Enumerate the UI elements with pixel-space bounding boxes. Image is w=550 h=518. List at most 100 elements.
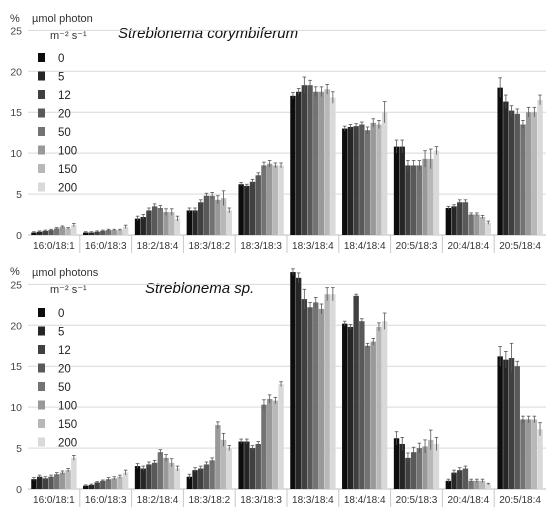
bar	[393, 146, 400, 235]
bar	[198, 202, 204, 235]
y-tick-label: 0	[16, 230, 22, 242]
bar	[65, 470, 71, 489]
bar	[318, 91, 325, 235]
bar	[324, 89, 330, 235]
legend-swatch	[38, 345, 45, 354]
bar	[169, 462, 175, 489]
bar	[83, 485, 89, 489]
bar	[134, 218, 141, 235]
x-tick-label: 18:2/18:4	[137, 495, 179, 506]
x-tick-label: 16:0/18:3	[85, 495, 127, 506]
bar	[416, 448, 423, 489]
chart-title: Streblonema sp.	[145, 280, 254, 297]
bar	[399, 443, 405, 489]
bar	[381, 321, 388, 489]
x-tick-label: 20:5/18:4	[499, 241, 541, 252]
y-tick-label: 20	[10, 66, 22, 78]
y-tick-label: 25	[10, 25, 22, 37]
bar	[353, 295, 359, 489]
bar	[364, 345, 371, 489]
bar	[295, 277, 302, 489]
bar	[54, 474, 60, 489]
bar	[410, 452, 417, 489]
bar	[393, 438, 400, 489]
y-tick-label: 10	[10, 148, 22, 160]
bar	[186, 210, 193, 235]
legend-swatch	[38, 108, 45, 118]
legend-label: 5	[58, 72, 64, 84]
legend-title-line2: m⁻² s⁻¹	[50, 30, 87, 42]
bar	[278, 384, 284, 489]
x-tick-label: 18:3/18:3	[240, 241, 282, 252]
bar	[220, 198, 227, 235]
bar	[520, 419, 526, 489]
bar	[422, 446, 428, 489]
legend-label: 0	[58, 308, 64, 320]
bar	[364, 130, 371, 235]
bar	[203, 195, 210, 235]
bar	[370, 341, 376, 489]
bar	[376, 326, 382, 489]
bar	[122, 226, 129, 235]
bar	[151, 462, 158, 489]
bar	[255, 175, 261, 235]
y-tick-label: 15	[10, 107, 22, 119]
bar	[531, 419, 538, 489]
legend-swatch	[38, 437, 45, 447]
bar	[198, 468, 204, 489]
bar	[508, 358, 515, 489]
bar	[531, 112, 538, 235]
bar	[318, 308, 325, 489]
bar	[399, 146, 405, 235]
bar	[255, 443, 261, 489]
bar	[347, 326, 354, 489]
bar	[445, 207, 452, 235]
bar	[100, 230, 106, 235]
bar	[186, 476, 193, 489]
x-tick-label: 16:0/18:1	[33, 495, 75, 506]
legend-swatch	[38, 127, 45, 136]
bar	[290, 272, 296, 489]
bar	[468, 480, 474, 489]
bar	[31, 479, 37, 489]
chart-panel-corymbiferum: % Streblonema corymbiferum µmol photon m…	[10, 13, 546, 253]
bar	[48, 476, 54, 489]
bar	[146, 464, 152, 489]
legend-swatch	[38, 164, 45, 173]
bar	[249, 181, 256, 235]
bar	[174, 468, 181, 489]
legend-label: 0	[58, 53, 64, 65]
bar	[42, 230, 49, 235]
y-tick-label: 15	[10, 361, 22, 373]
bar	[301, 299, 308, 489]
bar	[54, 228, 60, 235]
x-tick-label: 18:3/18:2	[188, 495, 230, 506]
bar	[203, 464, 210, 489]
bar	[174, 218, 181, 235]
bar	[140, 468, 146, 489]
legend-swatch	[38, 90, 45, 99]
bar	[330, 97, 336, 235]
bar	[117, 476, 123, 489]
bar	[433, 443, 440, 489]
bar	[31, 232, 37, 235]
bar	[537, 429, 543, 489]
bar	[514, 366, 520, 489]
bar	[117, 230, 123, 235]
bar	[422, 158, 428, 235]
bar	[503, 101, 509, 235]
legend-title-line1: µmol photon	[32, 13, 93, 25]
bar	[238, 441, 244, 489]
bar	[353, 126, 359, 235]
bar	[290, 95, 296, 235]
legend-swatch	[38, 71, 45, 81]
bar	[474, 214, 480, 235]
chart-panel-streblonema-sp: % Streblonema sp. µmol photons m⁻² s⁻¹ 0…	[10, 266, 546, 507]
y-axis-label: %	[10, 266, 20, 278]
bar	[42, 478, 49, 489]
bar	[209, 460, 215, 489]
legend-label: 12	[58, 90, 71, 102]
legend-swatch	[38, 53, 45, 62]
legend-label: 200	[58, 183, 77, 195]
